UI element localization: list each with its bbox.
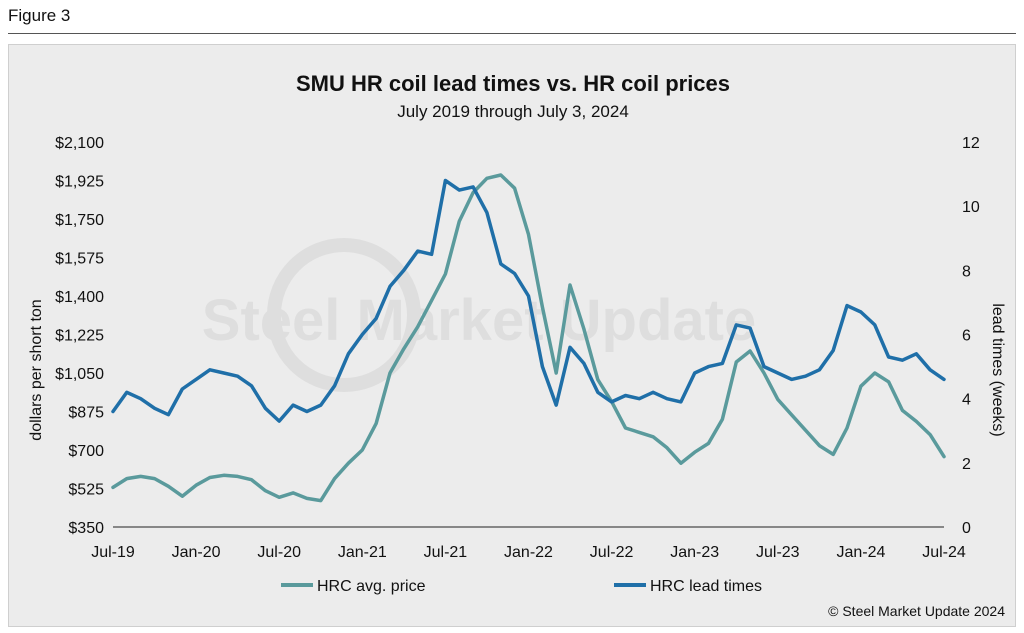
- y2-tick-label: 12: [962, 135, 980, 152]
- x-tick-label: Jul-22: [590, 544, 634, 561]
- legend: HRC avg. price HRC lead times: [281, 578, 762, 595]
- y-tick-label: $1,050: [55, 366, 104, 383]
- y2-tick-label: 6: [962, 328, 971, 345]
- x-tick-label: Jan-20: [172, 544, 221, 561]
- x-tick-label: Jan-21: [338, 544, 387, 561]
- y-tick-label: $875: [68, 405, 104, 422]
- watermark-logo-icon: [267, 238, 421, 392]
- y-tick-label: $350: [68, 520, 104, 537]
- lead-times-series-line: [111, 178, 946, 423]
- y-axis-label: dollars per short ton: [28, 299, 45, 440]
- x-tick-label: Jul-23: [756, 544, 800, 561]
- watermark: Steel Market Update: [202, 238, 756, 392]
- y-tick-label: $1,400: [55, 289, 104, 306]
- x-tick-label: Jul-24: [922, 544, 966, 561]
- series-lines: [111, 173, 946, 503]
- y-tick-label: $1,225: [55, 328, 104, 345]
- y-tick-label: $525: [68, 482, 104, 499]
- x-tick-label: Jul-19: [91, 544, 135, 561]
- y2-axis-label: lead times (weeks): [989, 303, 1006, 436]
- y2-tick-label: 8: [962, 263, 971, 280]
- x-tick-label: Jan-23: [670, 544, 719, 561]
- chart-panel: SMU HR coil lead times vs. HR coil price…: [8, 44, 1016, 627]
- y2-tick-label: 4: [962, 392, 971, 409]
- left-axis-ticks: $2,100 $1,925 $1,750 $1,575 $1,400 $1,225 $1,0…: [55, 135, 104, 537]
- y-tick-label: $2,100: [55, 135, 104, 152]
- figure-label: Figure 3: [8, 6, 71, 25]
- y2-tick-label: 0: [962, 520, 971, 537]
- right-axis-ticks: 12 10 8 6 4 2 0: [962, 135, 980, 537]
- legend-label: HRC lead times: [650, 578, 762, 595]
- y-tick-label: $700: [68, 443, 104, 460]
- y2-tick-label: 2: [962, 456, 971, 473]
- chart-subtitle: July 2019 through July 3, 2024: [397, 102, 629, 121]
- x-tick-label: Jan-24: [836, 544, 885, 561]
- chart-title: SMU HR coil lead times vs. HR coil price…: [296, 71, 730, 96]
- y-tick-label: $1,925: [55, 174, 104, 191]
- y-tick-label: $1,750: [55, 212, 104, 229]
- legend-label: HRC avg. price: [317, 578, 426, 595]
- x-tick-label: Jan-22: [504, 544, 553, 561]
- x-tick-label: Jul-20: [257, 544, 301, 561]
- x-tick-label: Jul-21: [424, 544, 468, 561]
- credit: © Steel Market Update 2024: [828, 603, 1005, 619]
- line-chart: SMU HR coil lead times vs. HR coil price…: [28, 71, 1006, 619]
- price-series-line: [111, 173, 946, 503]
- y2-tick-label: 10: [962, 199, 980, 216]
- figure-rule: [8, 33, 1016, 34]
- x-axis-ticks: Jul-19 Jan-20 Jul-20 Jan-21 Jul-21 Jan-22 Jul-…: [91, 544, 966, 561]
- watermark-text: Steel Market Update: [202, 288, 756, 353]
- y-tick-label: $1,575: [55, 251, 104, 268]
